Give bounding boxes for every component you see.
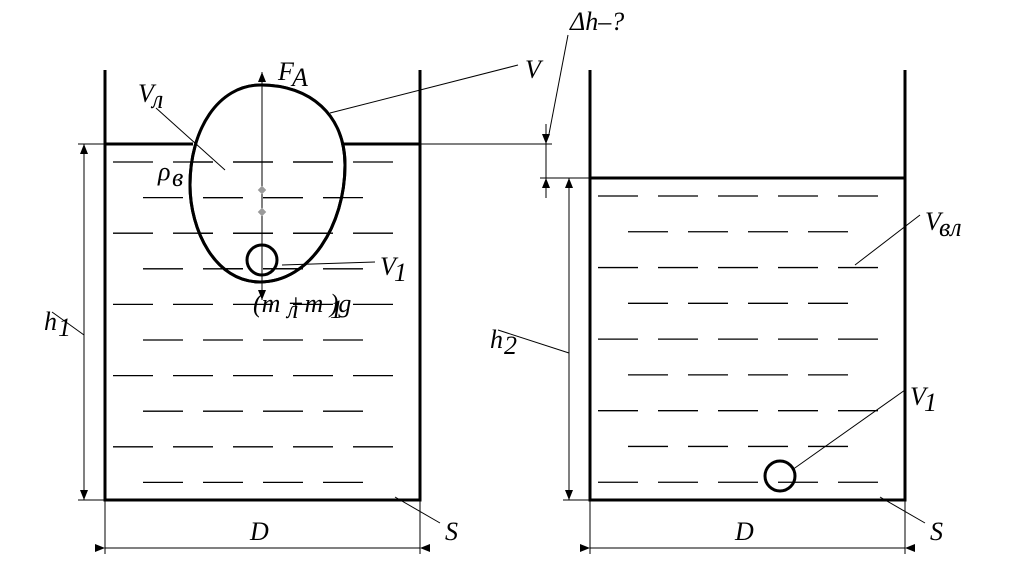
label-h2: h: [490, 325, 503, 354]
label-S-right: S: [930, 517, 943, 546]
svg-text:1: 1: [924, 388, 937, 417]
label-S-left: S: [445, 517, 458, 546]
label-h1: h: [44, 307, 57, 336]
label-delta-h: Δh–?: [569, 7, 624, 36]
label-rho-v: ρ: [157, 157, 170, 186]
svg-text:л: л: [150, 85, 163, 114]
label-V: V: [525, 55, 544, 84]
label-D-left: D: [249, 517, 269, 546]
svg-text:1: 1: [394, 258, 407, 287]
label-D-right: D: [734, 517, 754, 546]
svg-text:A: A: [290, 63, 308, 92]
svg-text:вл: вл: [939, 213, 962, 242]
svg-text:в: в: [172, 163, 183, 192]
svg-text:1: 1: [330, 295, 343, 324]
svg-text:л: л: [285, 295, 298, 324]
